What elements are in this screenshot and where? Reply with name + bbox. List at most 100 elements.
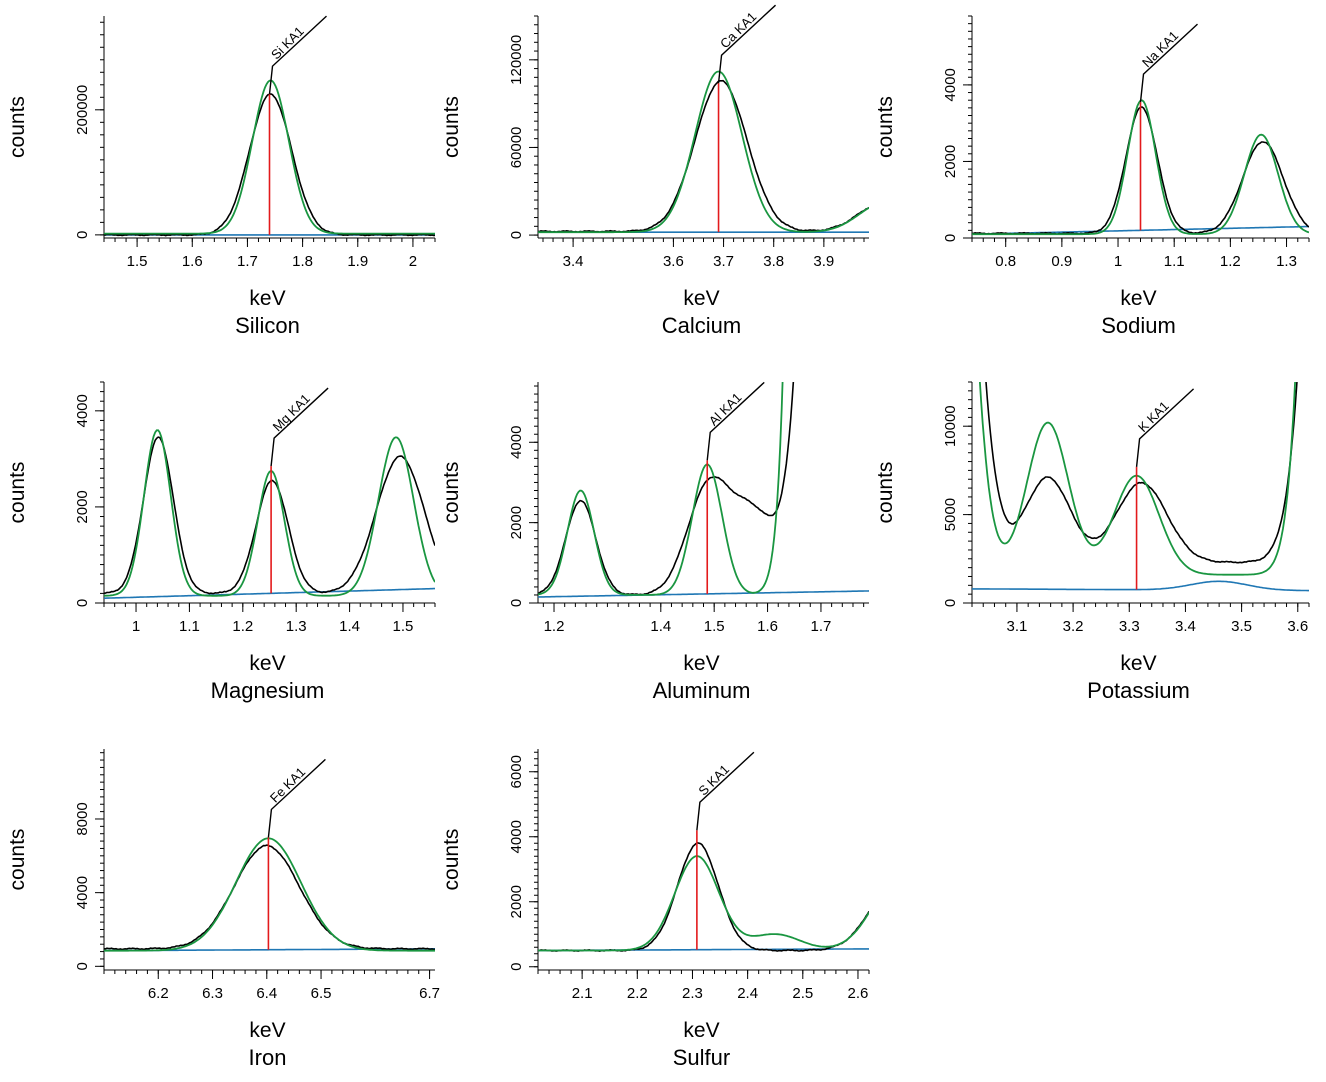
- x-tick-label: 1.7: [811, 618, 832, 635]
- element-name: Calcium: [662, 313, 741, 338]
- x-tick-label: 1.5: [127, 253, 148, 270]
- curves: [538, 841, 869, 953]
- y-tick-label: 2000: [74, 490, 91, 523]
- line-marker-label: Al KA1: [706, 390, 745, 429]
- x-tick-label: 3.8: [763, 253, 784, 270]
- y-axis-title: counts: [440, 829, 463, 891]
- fit-curve: [104, 79, 435, 235]
- x-tick-label: 1.6: [757, 618, 778, 635]
- x-tick-label: 1: [132, 618, 140, 635]
- x-tick-label: 1.3: [1276, 253, 1297, 270]
- measured-spectrum: [985, 382, 1298, 564]
- y-tick-label: 10000: [942, 405, 959, 447]
- x-axis-title: keV: [683, 287, 719, 310]
- x-tick-label: 0.9: [1051, 253, 1072, 270]
- line-marker-leader: [706, 381, 765, 461]
- line-marker-label: Na KA1: [1139, 28, 1181, 70]
- x-tick-label: 1.1: [1164, 253, 1185, 270]
- x-tick-label: 2: [409, 253, 417, 270]
- background-curve: [972, 580, 1309, 592]
- line-marker-label: K KA1: [1135, 398, 1172, 435]
- x-tick-label: 3.1: [1007, 618, 1028, 635]
- x-tick-label: 1.4: [650, 618, 671, 635]
- panel-calcium: 3.4 3.6 3.7 3.8 3.9 0 60000 120000 counts keV Calc…: [440, 4, 869, 338]
- x-tick-label: 1.5: [393, 618, 414, 635]
- x-tick-label: 1.7: [237, 253, 258, 270]
- y-axis-title: counts: [874, 96, 897, 158]
- measured-spectrum: [538, 79, 869, 233]
- y-tick-label: 0: [74, 962, 91, 970]
- line-marker-leader: [270, 387, 329, 467]
- fit-curve: [538, 382, 784, 596]
- x-tick-label: 2.1: [572, 985, 593, 1002]
- x-tick-label: 6.2: [148, 985, 169, 1002]
- x-tick-label: 3.4: [563, 253, 584, 270]
- line-marker-label: S KA1: [695, 762, 732, 799]
- x-tick-label: 6.4: [256, 985, 277, 1002]
- x-tick-label: 3.6: [663, 253, 684, 270]
- panel-magnesium: 1 1.1 1.2 1.3 1.4 1.5 0 2000 4000 counts keV Magnes…: [6, 381, 436, 703]
- y-tick-label: 0: [942, 599, 959, 607]
- y-tick-label: 2000: [508, 885, 525, 918]
- y-axis-title: counts: [440, 462, 463, 524]
- panel-potassium: 3.1 3.2 3.3 3.4 3.5 3.6 0 5000 10000 counts keV Pot…: [874, 381, 1310, 703]
- y-tick-label: 5000: [942, 498, 959, 531]
- y-axis-title: counts: [440, 96, 463, 158]
- curves: [104, 429, 435, 599]
- element-name: Aluminum: [653, 678, 751, 703]
- y-tick-label: 60000: [508, 127, 525, 169]
- line-marker-label: Mg KA1: [270, 391, 313, 434]
- x-tick-label: 2.3: [682, 985, 703, 1002]
- y-tick-label: 6000: [508, 755, 525, 788]
- x-axis-title: keV: [249, 287, 285, 310]
- x-axis-title: keV: [1120, 652, 1156, 675]
- y-tick-label: 4000: [74, 876, 91, 909]
- y-tick-label: 0: [508, 231, 525, 239]
- x-tick-label: 1.5: [704, 618, 725, 635]
- x-tick-label: 1.1: [179, 618, 200, 635]
- y-tick-label: 4000: [74, 394, 91, 427]
- x-tick-label: 3.2: [1063, 618, 1084, 635]
- x-tick-label: 2.4: [737, 985, 758, 1002]
- y-tick-label: 4000: [942, 68, 959, 101]
- x-tick-label: 1.4: [339, 618, 360, 635]
- y-tick-label: 200000: [74, 85, 91, 135]
- x-tick-label: 3.6: [1287, 618, 1308, 635]
- element-name: Sulfur: [673, 1045, 730, 1070]
- fit-curve: [104, 837, 435, 952]
- x-tick-label: 3.7: [713, 253, 734, 270]
- y-tick-label: 0: [508, 963, 525, 971]
- x-tick-label: 3.3: [1119, 618, 1140, 635]
- y-tick-label: 2000: [508, 506, 525, 539]
- line-marker-label: Si KA1: [268, 24, 307, 63]
- x-axis-title: keV: [683, 652, 719, 675]
- fit-curve: [978, 382, 1296, 576]
- element-name: Iron: [249, 1045, 287, 1070]
- x-tick-label: 2.6: [848, 985, 869, 1002]
- line-marker-label: Fe KA1: [267, 764, 308, 805]
- x-tick-label: 0.8: [995, 253, 1016, 270]
- fit-curve: [104, 429, 435, 597]
- measured-spectrum: [104, 844, 435, 951]
- panel-sulfur: 2.1 2.2 2.3 2.4 2.5 2.6 0 2000 4000 6000 counts keV…: [440, 749, 870, 1070]
- x-axis-title: keV: [683, 1019, 719, 1042]
- x-tick-label: 6.3: [202, 985, 223, 1002]
- x-axis-title: keV: [249, 1019, 285, 1042]
- fit-curve: [538, 70, 869, 234]
- x-tick-label: 3.4: [1175, 618, 1196, 635]
- y-axis-title: counts: [6, 829, 29, 891]
- line-marker-label: Ca KA1: [717, 9, 759, 51]
- y-axis-title: counts: [6, 462, 29, 524]
- curves: [538, 70, 869, 234]
- line-marker-leader: [267, 758, 326, 838]
- y-tick-label: 4000: [508, 820, 525, 853]
- y-tick-label: 0: [74, 231, 91, 239]
- panel-iron: 6.2 6.3 6.4 6.5 6.7 0 4000 8000 counts keV Iron Fe …: [6, 749, 440, 1070]
- x-axis-title: keV: [1120, 287, 1156, 310]
- line-marker-leader: [696, 751, 755, 831]
- element-name: Magnesium: [211, 678, 325, 703]
- background-curve: [538, 590, 869, 598]
- x-tick-label: 1: [1114, 253, 1122, 270]
- y-tick-label: 8000: [74, 802, 91, 835]
